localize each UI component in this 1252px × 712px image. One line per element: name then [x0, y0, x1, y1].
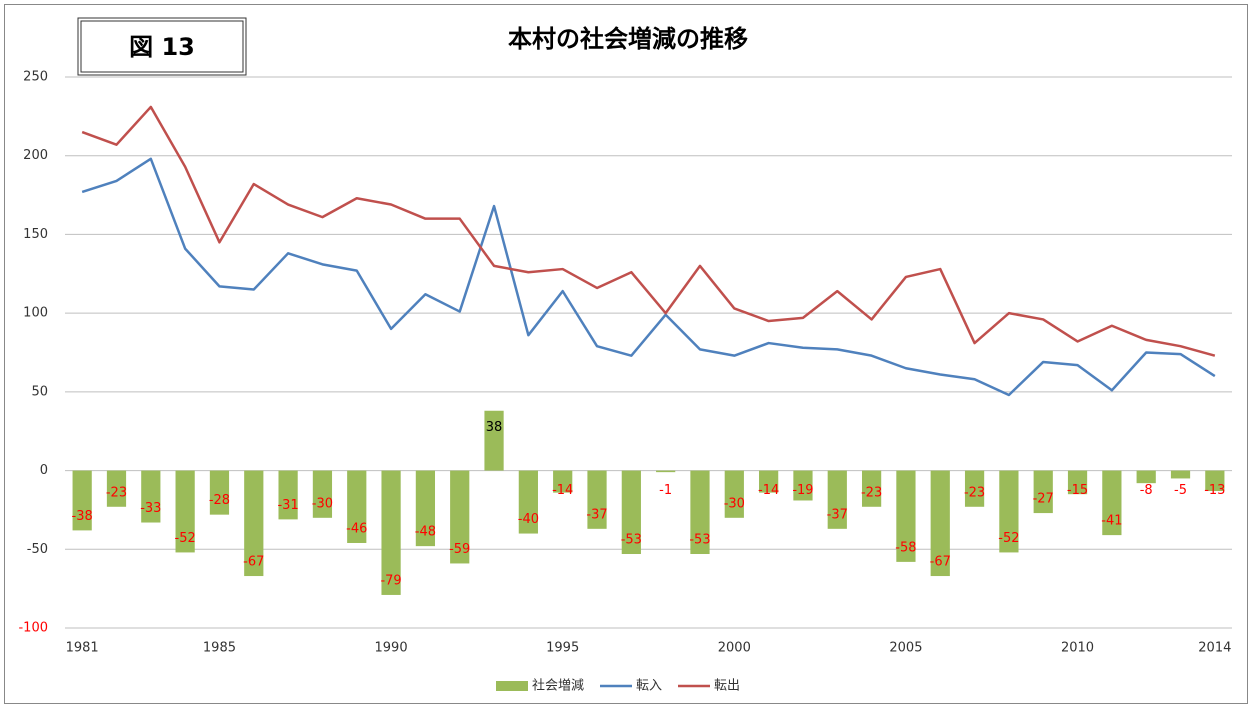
data-label: -23: [964, 485, 985, 500]
data-label: -14: [758, 483, 779, 498]
data-label: -33: [140, 501, 161, 516]
x-tick-label: 2000: [718, 641, 751, 656]
data-label: -67: [930, 555, 951, 570]
data-label: -48: [415, 525, 436, 540]
x-tick-label: 2005: [889, 641, 922, 656]
legend-label: 転出: [714, 679, 740, 694]
bar: [141, 470, 161, 523]
data-label: -40: [518, 512, 539, 527]
y-tick-label: -50: [27, 542, 48, 557]
bar: [312, 470, 333, 518]
x-tick-label: 2010: [1061, 641, 1094, 656]
data-label: -58: [895, 540, 916, 555]
legend-label: 転入: [636, 679, 662, 694]
y-tick-label: 0: [40, 463, 48, 478]
bar: [1033, 470, 1053, 514]
legend-label: 社会増減: [532, 678, 584, 694]
x-tick-label: 1995: [546, 641, 579, 656]
bar: [1136, 470, 1156, 484]
line: [81, 105, 1216, 357]
data-label: -15: [1067, 483, 1088, 498]
data-label: -41: [1101, 514, 1122, 529]
bar: [175, 470, 195, 553]
data-label: -38: [72, 509, 93, 524]
data-label: -52: [998, 531, 1019, 546]
bar: [106, 470, 127, 507]
data-label: -53: [621, 533, 642, 548]
y-tick-label: 150: [23, 227, 48, 242]
bar: [930, 470, 950, 577]
bar: [861, 470, 882, 507]
data-label: -19: [792, 483, 813, 498]
data-label: -28: [209, 493, 230, 508]
bar: [827, 470, 847, 529]
bar: [381, 470, 401, 595]
data-label: -59: [449, 542, 470, 557]
bar: [793, 470, 813, 501]
figure-box-inner: [80, 20, 244, 73]
bar: [553, 470, 573, 493]
bar: [244, 470, 264, 577]
bar: [347, 470, 367, 543]
bar: [415, 470, 436, 547]
data-label: -5: [1174, 483, 1187, 498]
y-tick-label: 100: [23, 306, 48, 321]
data-label: -37: [827, 507, 848, 522]
legend-swatch: [496, 681, 528, 691]
bar: [1102, 470, 1122, 536]
bar: [450, 470, 470, 564]
bar: [209, 470, 230, 515]
figure-label: 図 13: [129, 33, 195, 61]
data-label: -53: [689, 533, 710, 548]
data-label: -13: [1204, 483, 1225, 498]
data-label: -30: [312, 496, 333, 511]
y-tick-label: -100: [18, 621, 48, 636]
bar: [587, 470, 607, 529]
data-label: -30: [724, 496, 745, 511]
data-label: -23: [106, 485, 127, 500]
bar: [1170, 470, 1191, 479]
data-label: -52: [175, 531, 196, 546]
y-tick-label: 250: [23, 70, 48, 85]
x-tick-label: 1985: [203, 641, 236, 656]
data-label: -31: [277, 498, 298, 513]
data-label: -27: [1033, 492, 1054, 507]
data-label: -67: [243, 555, 264, 570]
y-tick-label: 200: [23, 148, 48, 163]
bar: [724, 470, 744, 518]
bar: [72, 470, 92, 531]
data-label: -14: [552, 483, 573, 498]
data-label: -46: [346, 521, 367, 536]
bar: [964, 470, 985, 507]
bar: [999, 470, 1019, 553]
data-label: 38: [486, 420, 503, 435]
data-label: -37: [586, 507, 607, 522]
bar: [759, 470, 779, 493]
bar: [518, 470, 538, 534]
data-label: -8: [1140, 483, 1153, 498]
figure-box: [77, 17, 247, 76]
bar: [278, 470, 298, 520]
bar: [1067, 470, 1088, 495]
x-tick-label: 1981: [66, 641, 99, 656]
data-label: -23: [861, 485, 882, 500]
bar: [621, 470, 641, 555]
chart-title: 本村の社会増減の推移: [508, 25, 748, 53]
bar: [690, 470, 710, 555]
bar: [656, 470, 676, 473]
x-tick-label: 1990: [375, 641, 408, 656]
y-tick-label: 50: [31, 384, 48, 399]
bar: [484, 410, 504, 471]
bar: [896, 470, 916, 562]
data-label: -1: [659, 483, 672, 498]
x-tick-label: 2014: [1198, 641, 1231, 656]
bar: [1205, 470, 1225, 492]
data-label: -79: [380, 573, 401, 588]
line: [81, 157, 1216, 397]
